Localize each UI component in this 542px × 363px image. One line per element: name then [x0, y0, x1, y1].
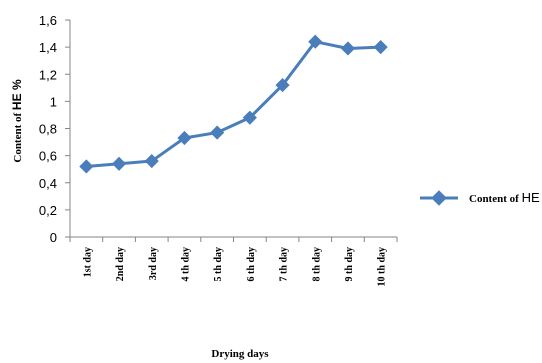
x-tick-label: 1st day [82, 247, 93, 277]
y-tick-label: 0 [50, 230, 57, 245]
data-point [79, 159, 94, 174]
x-tick-label: 10 th day [377, 247, 388, 286]
data-point [275, 78, 290, 93]
x-axis: 1st day 2nd day 3rd day 4 th day 5 th day 6 t… [69, 236, 398, 286]
y-tick-label: 0,8 [39, 122, 57, 137]
data-point [210, 125, 225, 140]
y-tick-label: 0,6 [39, 149, 57, 164]
y-tick-label: 1,4 [39, 40, 57, 55]
legend-label: Content of HE [469, 190, 540, 205]
y-axis: 0 0,2 0,4 0,6 0,8 1 1,2 1,4 1,6 [39, 13, 71, 245]
y-tick-label: 0,2 [39, 203, 57, 218]
data-point [177, 130, 192, 146]
data-point [308, 34, 323, 49]
x-tick-label: 3rd day [148, 247, 159, 280]
x-tick-label: 8 th day [311, 247, 322, 281]
series-line [86, 40, 381, 168]
legend: Content of HE [420, 190, 540, 206]
y-tick-label: 1 [50, 94, 57, 109]
y-tick-label: 1,6 [39, 13, 57, 28]
data-point [144, 153, 159, 169]
legend-marker [431, 190, 447, 206]
y-tick-label: 1,2 [39, 67, 57, 82]
x-tick-label: 2nd day [115, 247, 126, 281]
series-content-of-he [79, 34, 388, 174]
y-axis-title: Content of HE % [10, 79, 24, 163]
x-tick-label: 6 th day [246, 247, 257, 281]
data-point [111, 156, 127, 171]
data-point [373, 40, 388, 55]
x-tick-label: 5 th day [213, 247, 224, 281]
x-tick-label: 4 th day [180, 247, 191, 281]
data-point [340, 41, 356, 56]
x-tick-label: 9 th day [344, 247, 355, 281]
y-tick-label: 0,4 [39, 176, 57, 191]
x-axis-title: Drying days [211, 348, 269, 360]
x-tick-label: 7 th day [279, 247, 290, 281]
